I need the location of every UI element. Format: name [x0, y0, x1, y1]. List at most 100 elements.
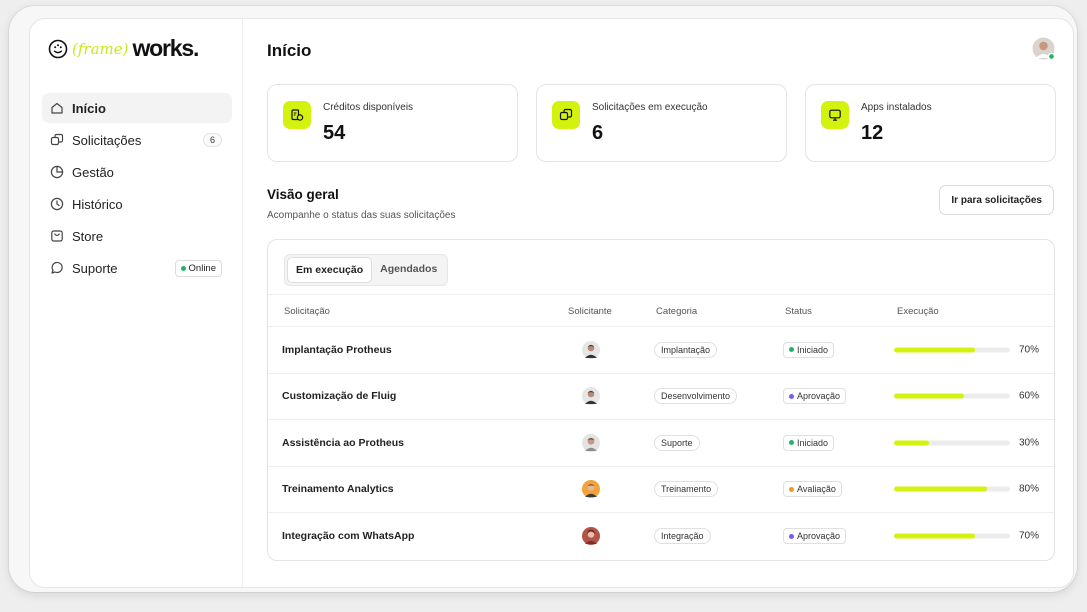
tab-group: Em execução Agendados	[284, 254, 449, 286]
progress-fill	[894, 347, 976, 353]
sidebar-item-store[interactable]: Store	[42, 221, 232, 251]
pie-chart-icon	[50, 165, 64, 179]
request-name: Treinamento Analytics	[282, 483, 394, 496]
progress-percent: 30%	[1019, 437, 1040, 449]
tab-em-execucao[interactable]: Em execução	[287, 257, 373, 283]
sidebar-item-gestao[interactable]: Gestão	[42, 157, 232, 187]
history-icon	[50, 197, 64, 211]
table-row[interactable]: Treinamento Analytics Treinamento Avalia…	[268, 467, 1054, 513]
status-dot-icon	[789, 393, 794, 399]
stat-label: Apps instalados	[861, 102, 932, 113]
status-dot-icon	[789, 486, 794, 492]
table-row[interactable]: Integração com WhatsApp Integração Aprov…	[268, 513, 1054, 560]
requests-icon	[50, 133, 64, 147]
progress-bar	[894, 533, 1010, 539]
progress-percent: 60%	[1019, 390, 1040, 402]
home-icon	[50, 101, 64, 115]
status-label: Aprovação	[797, 391, 841, 402]
stat-value: 6	[592, 122, 604, 144]
main-content: Início Créditos disponíveis 54	[244, 19, 1073, 587]
stat-card-credits: Créditos disponíveis 54	[267, 84, 518, 162]
table-header: Solicitação Solicitante Categoria Status…	[268, 294, 1054, 327]
column-header: Status	[785, 306, 812, 317]
status-dot-icon	[789, 533, 794, 539]
sidebar-item-label: Histórico	[72, 196, 123, 212]
status-badge: Aprovação	[783, 388, 847, 405]
request-name: Customização de Fluig	[282, 390, 397, 403]
sidebar: (frame) works. Início Solicitações 6	[30, 19, 243, 587]
sidebar-item-label: Suporte	[72, 260, 118, 276]
status-badge: Avaliação	[783, 481, 842, 498]
go-to-requests-button[interactable]: Ir para solicitações	[939, 185, 1054, 215]
section-subtitle: Acompanhe o status das suas solicitações	[267, 210, 456, 221]
requester-avatar	[582, 480, 600, 499]
table-row[interactable]: Assistência ao Protheus Suporte Iniciado…	[268, 420, 1054, 467]
device-frame: (frame) works. Início Solicitações 6	[9, 6, 1077, 592]
brand-frame: (frame)	[72, 39, 129, 58]
progress-bar	[894, 440, 1010, 446]
sidebar-item-historico[interactable]: Histórico	[42, 189, 232, 219]
sidebar-item-label: Gestão	[72, 164, 114, 180]
page-title: Início	[267, 41, 312, 60]
table-row[interactable]: Customização de Fluig Desenvolvimento Ap…	[268, 374, 1054, 420]
section-title: Visão geral	[267, 187, 339, 202]
stat-card-apps: Apps instalados 12	[805, 84, 1056, 162]
sidebar-nav: Início Solicitações 6 Gestão	[42, 93, 232, 285]
sidebar-item-label: Início	[72, 100, 106, 116]
brand-works: works.	[132, 35, 199, 61]
progress-fill	[894, 533, 976, 539]
sidebar-item-solicitacoes[interactable]: Solicitações 6	[42, 125, 232, 155]
stat-label: Solicitações em execução	[592, 102, 708, 113]
progress-fill	[894, 393, 964, 399]
status-label: Iniciado	[797, 437, 829, 448]
requests-icon	[552, 101, 580, 129]
category-badge: Suporte	[654, 434, 700, 451]
requester-avatar	[582, 433, 600, 452]
status-dot-icon	[789, 440, 794, 446]
brand-logo[interactable]: (frame) works.	[48, 35, 199, 62]
status-dot-icon	[789, 347, 794, 353]
requester-avatar	[582, 387, 600, 406]
tab-agendados[interactable]: Agendados	[380, 263, 438, 275]
category-badge: Desenvolvimento	[654, 388, 738, 405]
user-avatar[interactable]	[1032, 37, 1056, 61]
progress-bar	[894, 347, 1010, 353]
progress-fill	[894, 486, 987, 492]
column-header: Solicitação	[284, 306, 330, 317]
count-badge: 6	[202, 133, 222, 147]
table-row[interactable]: Implantação Protheus Implantação Iniciad…	[268, 327, 1054, 374]
stat-card-requests: Solicitações em execução 6	[536, 84, 787, 162]
chat-icon	[50, 261, 64, 275]
stats-row: Créditos disponíveis 54 Solicitações em …	[267, 84, 1056, 162]
status-badge: Iniciado	[783, 434, 835, 451]
progress-percent: 70%	[1019, 530, 1040, 542]
category-badge: Treinamento	[654, 481, 719, 498]
progress-percent: 80%	[1019, 483, 1040, 495]
progress-bar	[894, 393, 1010, 399]
category-badge: Integração	[654, 528, 711, 545]
progress-fill	[894, 440, 929, 446]
progress-bar	[894, 486, 1010, 492]
requester-avatar	[582, 340, 600, 359]
column-header: Categoria	[656, 306, 698, 317]
requests-table-card: Em execução Agendados Solicitação Solici…	[267, 239, 1055, 561]
sidebar-item-suporte[interactable]: Suporte Online	[42, 253, 232, 283]
status-badge: Iniciado	[783, 341, 835, 358]
sidebar-item-inicio[interactable]: Início	[42, 93, 232, 123]
category-badge: Implantação	[654, 341, 718, 358]
smiley-icon	[48, 39, 68, 58]
stat-label: Créditos disponíveis	[323, 102, 414, 113]
requester-avatar	[582, 527, 600, 546]
request-name: Assistência ao Protheus	[282, 436, 404, 449]
request-name: Integração com WhatsApp	[282, 530, 415, 543]
sidebar-item-label: Store	[72, 228, 104, 244]
progress-percent: 70%	[1019, 344, 1040, 356]
stat-value: 12	[861, 122, 884, 144]
sidebar-item-label: Solicitações	[72, 132, 142, 148]
status-badge: Aprovação	[783, 528, 847, 545]
status-label: Iniciado	[797, 344, 829, 355]
online-dot-icon	[180, 265, 186, 271]
column-header: Solicitante	[568, 306, 612, 317]
credits-icon	[283, 101, 311, 129]
request-name: Implantação Protheus	[282, 343, 392, 356]
